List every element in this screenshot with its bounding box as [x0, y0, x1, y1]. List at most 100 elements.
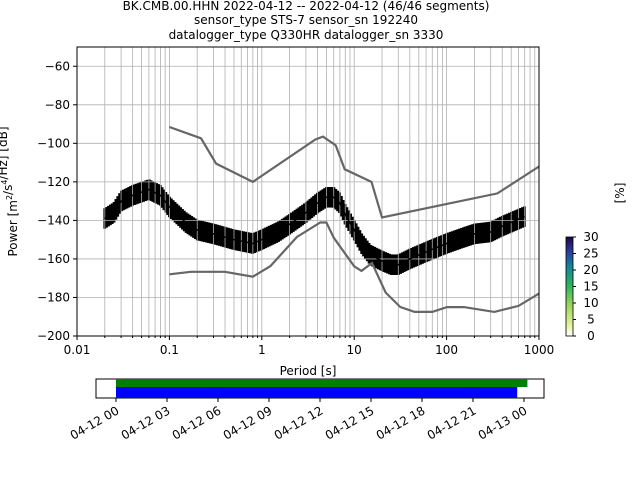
ppsd-cell: [243, 234, 247, 238]
ppsd-cell: [184, 223, 188, 228]
ppsd-cell: [236, 235, 240, 240]
ppsd-cell: [388, 256, 391, 260]
ppsd-cell: [371, 245, 375, 250]
ppsd-cell: [129, 197, 133, 201]
timeline-bar: [116, 387, 518, 398]
ppsd-cell: [164, 194, 168, 199]
ppsd-cell: [290, 224, 293, 228]
ppsd-cell: [256, 248, 260, 252]
ppsd-cell: [460, 230, 463, 235]
ppsd-cell: [327, 187, 330, 191]
ppsd-cell: [227, 245, 231, 249]
ppsd-cell: [406, 252, 410, 256]
ppsd-cell: [471, 238, 474, 242]
ppsd-cell: [230, 246, 234, 250]
ppsd-cell: [360, 247, 364, 252]
ppsd-cell: [404, 265, 408, 269]
ppsd-cell: [136, 183, 140, 187]
ppsd-cell: [162, 204, 166, 208]
ppsd-cell: [175, 221, 179, 225]
ppsd-cell: [177, 217, 181, 221]
ppsd-cell: [469, 239, 473, 243]
ppsd-cell: [312, 195, 316, 200]
ppsd-cell: [262, 240, 266, 244]
ppsd-cell: [277, 232, 280, 237]
ppsd-cell: [519, 219, 523, 223]
ppsd-cell: [463, 232, 467, 236]
ppsd-cell: [249, 238, 253, 242]
ppsd-cell: [162, 192, 166, 196]
ppsd-cell: [458, 245, 462, 250]
ppsd-cell: [410, 259, 413, 263]
ppsd-cell: [197, 220, 201, 224]
ppsd-cell: [363, 241, 367, 245]
ppsd-cell: [290, 227, 293, 231]
ppsd-cell: [182, 213, 186, 217]
ppsd-cell: [155, 194, 158, 198]
ppsd-cell: [317, 203, 321, 207]
ppsd-cell: [297, 224, 301, 228]
ppsd-cell: [371, 248, 375, 253]
ppsd-cell: [498, 231, 502, 235]
ppsd-cell: [192, 234, 195, 238]
ppsd-cell: [450, 231, 454, 235]
ppsd-cell: [452, 233, 456, 237]
ppsd-cell: [210, 229, 214, 233]
ppsd-cell: [467, 225, 471, 229]
ppsd-cell: [190, 230, 194, 234]
ppsd-cell: [302, 203, 306, 207]
ppsd-cell: [378, 261, 382, 265]
ppsd-cell: [145, 191, 149, 195]
ppsd-cell: [291, 225, 295, 230]
ppsd-cell: [236, 241, 240, 245]
ppsd-cell: [467, 237, 471, 241]
ppsd-cell: [205, 233, 208, 237]
ppsd-cell: [447, 247, 450, 251]
ppsd-cell: [230, 243, 234, 247]
ppsd-cell: [413, 260, 417, 264]
ppsd-cell: [384, 257, 388, 262]
ppsd-cell: [426, 243, 430, 247]
ppsd-cell: [415, 251, 419, 255]
ppsd-cell: [134, 195, 138, 199]
ppsd-cell: [410, 247, 413, 252]
ppsd-cell: [443, 248, 447, 252]
ppsd-cell: [155, 188, 158, 193]
ppsd-cell: [271, 241, 275, 245]
ppsd-cell: [323, 202, 327, 206]
ppsd-cell: [234, 244, 238, 248]
ppsd-cell: [306, 212, 310, 216]
ppsd-cell: [463, 238, 467, 242]
ppsd-cell: [145, 179, 149, 184]
ppsd-cell: [108, 207, 112, 211]
ppsd-cell: [389, 268, 393, 273]
ppsd-cell: [242, 231, 245, 235]
ppsd-cell: [330, 198, 334, 202]
ppsd-cell: [328, 204, 332, 208]
timeline-tick-label: 04-12 03: [119, 403, 173, 442]
ppsd-cell: [428, 239, 432, 244]
ppsd-cell: [474, 226, 478, 230]
ppsd-cell: [264, 244, 267, 249]
ppsd-cell: [336, 202, 340, 206]
ppsd-cell: [356, 232, 360, 236]
ppsd-cell: [105, 221, 109, 225]
timeline-tick-label: 04-12 21: [425, 403, 479, 442]
ppsd-cell: [363, 238, 367, 242]
ppsd-cell: [456, 243, 460, 247]
ppsd-cell: [336, 205, 340, 209]
ppsd-cell: [502, 232, 506, 236]
ppsd-cell: [210, 237, 214, 241]
ppsd-cell: [253, 244, 256, 248]
ppsd-cell: [460, 245, 463, 249]
ppsd-cell: [275, 228, 279, 232]
ppsd-cell: [297, 210, 301, 214]
ppsd-cell: [469, 242, 473, 246]
ppsd-cell: [273, 234, 277, 238]
ppsd-cell: [134, 186, 138, 190]
ppsd-cell: [349, 213, 352, 217]
ppsd-cell: [412, 247, 415, 251]
ppsd-cell: [132, 190, 136, 194]
ppsd-cell: [199, 237, 203, 242]
ppsd-cell: [441, 234, 445, 238]
